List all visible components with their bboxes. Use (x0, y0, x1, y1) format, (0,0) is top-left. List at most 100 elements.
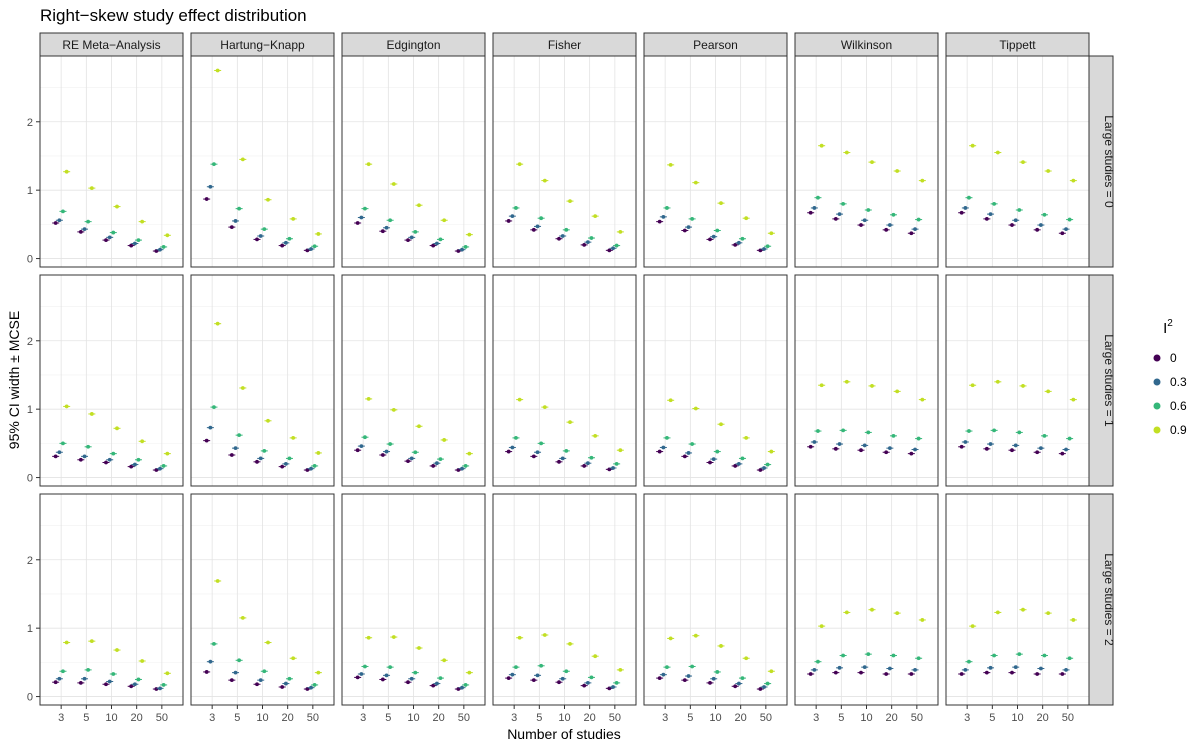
data-point (970, 383, 975, 388)
data-point (204, 197, 209, 201)
data-point (618, 448, 623, 453)
data-point (539, 441, 544, 446)
data-point (506, 676, 511, 680)
data-point (690, 664, 695, 669)
data-point (812, 440, 817, 444)
facet-column-label: Tippett (999, 38, 1036, 52)
data-point (967, 195, 971, 200)
data-point (557, 680, 561, 685)
data-point (514, 435, 518, 440)
data-point (708, 680, 712, 685)
data-point (442, 218, 447, 223)
data-point (769, 449, 774, 454)
data-point (111, 672, 116, 676)
data-point (819, 383, 824, 388)
data-point (165, 671, 170, 676)
data-point (140, 439, 145, 444)
data-point (715, 449, 720, 454)
data-point (995, 379, 1000, 384)
data-point (366, 397, 371, 401)
data-point (229, 225, 234, 229)
data-point (539, 216, 544, 221)
data-point (568, 420, 572, 425)
data-point (1046, 169, 1051, 173)
data-point (104, 460, 108, 465)
data-point (57, 450, 62, 455)
data-point (611, 466, 615, 470)
data-point (115, 648, 119, 652)
data-point (111, 230, 116, 235)
data-point (1067, 436, 1072, 441)
x-tick-label: 50 (911, 712, 923, 724)
data-point (841, 201, 846, 206)
data-point (719, 422, 723, 427)
data-point (557, 236, 561, 241)
data-point (984, 216, 989, 221)
data-point (467, 451, 472, 456)
data-point (467, 670, 472, 675)
data-point (740, 236, 745, 241)
data-point (78, 457, 83, 462)
data-point (161, 245, 166, 249)
data-point (287, 236, 292, 241)
data-point (736, 240, 741, 245)
data-point (686, 225, 691, 229)
legend-title-sup: 2 (1167, 318, 1173, 329)
data-point (1035, 672, 1040, 676)
data-point (158, 466, 162, 471)
x-tick-label: 5 (838, 712, 844, 724)
data-point (564, 227, 569, 232)
data-point (1013, 218, 1018, 223)
x-tick-label: 20 (1037, 712, 1049, 724)
x-tick-label: 20 (433, 712, 445, 724)
legend: I2 0 0.3 0.6 0.9 (1153, 318, 1187, 437)
data-point (1035, 227, 1040, 232)
data-point (557, 459, 561, 464)
data-point (593, 214, 598, 219)
y-tick-label: 1 (27, 185, 33, 197)
data-point (406, 238, 410, 242)
data-point (1064, 667, 1068, 672)
data-point (715, 228, 720, 233)
data-point (89, 412, 94, 416)
data-point (442, 438, 447, 442)
x-tick-label: 3 (360, 712, 366, 724)
data-point (909, 231, 914, 236)
data-point (690, 216, 695, 221)
data-point (240, 386, 245, 390)
panel-border (945, 274, 1090, 487)
data-point (708, 460, 712, 465)
panel-border (190, 274, 335, 487)
data-point (229, 678, 234, 683)
data-point (690, 442, 695, 446)
data-point (808, 210, 813, 215)
data-point (866, 652, 871, 657)
data-point (614, 680, 619, 685)
data-point (165, 233, 170, 238)
data-point (1038, 223, 1043, 227)
data-point (107, 235, 112, 240)
data-point (916, 217, 921, 222)
x-tick-label: 10 (860, 712, 872, 724)
data-point (262, 227, 267, 232)
panel-border (341, 274, 486, 487)
data-point (844, 379, 849, 384)
data-point (816, 429, 820, 433)
data-point (434, 241, 439, 246)
data-point (531, 678, 536, 683)
data-point (517, 635, 522, 640)
data-point (359, 444, 364, 448)
data-point (204, 438, 209, 443)
data-point (417, 203, 421, 208)
data-point (657, 219, 662, 224)
data-point (78, 229, 83, 234)
data-point (363, 664, 367, 669)
data-point (380, 229, 385, 234)
facet-row-label: Large studies = 2 (1102, 553, 1116, 646)
data-point (438, 237, 443, 242)
data-point (862, 665, 867, 670)
x-tick-label: 50 (307, 712, 319, 724)
data-point (266, 197, 270, 202)
y-tick-label: 0 (27, 254, 33, 266)
